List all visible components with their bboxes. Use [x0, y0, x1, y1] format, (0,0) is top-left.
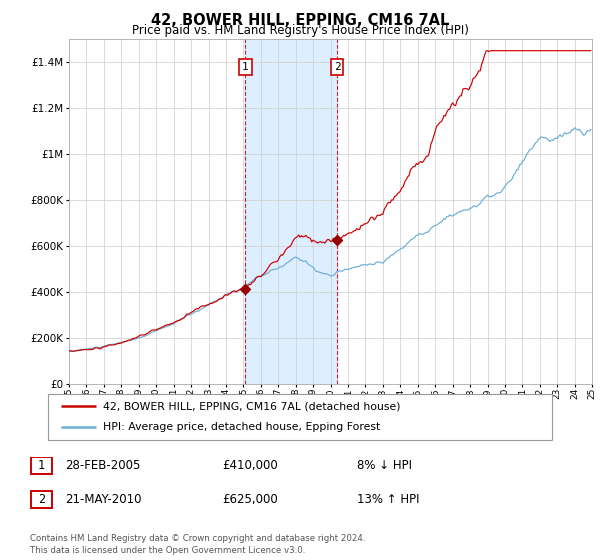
Text: 8% ↓ HPI: 8% ↓ HPI [357, 459, 412, 473]
Text: 1: 1 [38, 459, 45, 473]
Text: HPI: Average price, detached house, Epping Forest: HPI: Average price, detached house, Eppi… [103, 422, 380, 432]
FancyBboxPatch shape [31, 491, 52, 508]
FancyBboxPatch shape [48, 394, 552, 440]
Text: 13% ↑ HPI: 13% ↑ HPI [357, 493, 419, 506]
Bar [245, 39, 337, 384]
Text: 21-MAY-2010: 21-MAY-2010 [65, 493, 142, 506]
Text: 42, BOWER HILL, EPPING, CM16 7AL: 42, BOWER HILL, EPPING, CM16 7AL [151, 13, 449, 28]
Text: 1: 1 [242, 62, 249, 72]
Text: £625,000: £625,000 [222, 493, 278, 506]
Text: £410,000: £410,000 [222, 459, 278, 473]
Text: Contains HM Land Registry data © Crown copyright and database right 2024.
This d: Contains HM Land Registry data © Crown c… [30, 534, 365, 555]
FancyBboxPatch shape [31, 458, 52, 474]
Text: Price paid vs. HM Land Registry's House Price Index (HPI): Price paid vs. HM Land Registry's House … [131, 24, 469, 38]
Text: 28-FEB-2005: 28-FEB-2005 [65, 459, 140, 473]
Text: 2: 2 [38, 493, 45, 506]
Text: 42, BOWER HILL, EPPING, CM16 7AL (detached house): 42, BOWER HILL, EPPING, CM16 7AL (detach… [103, 401, 401, 411]
Text: 2: 2 [334, 62, 340, 72]
